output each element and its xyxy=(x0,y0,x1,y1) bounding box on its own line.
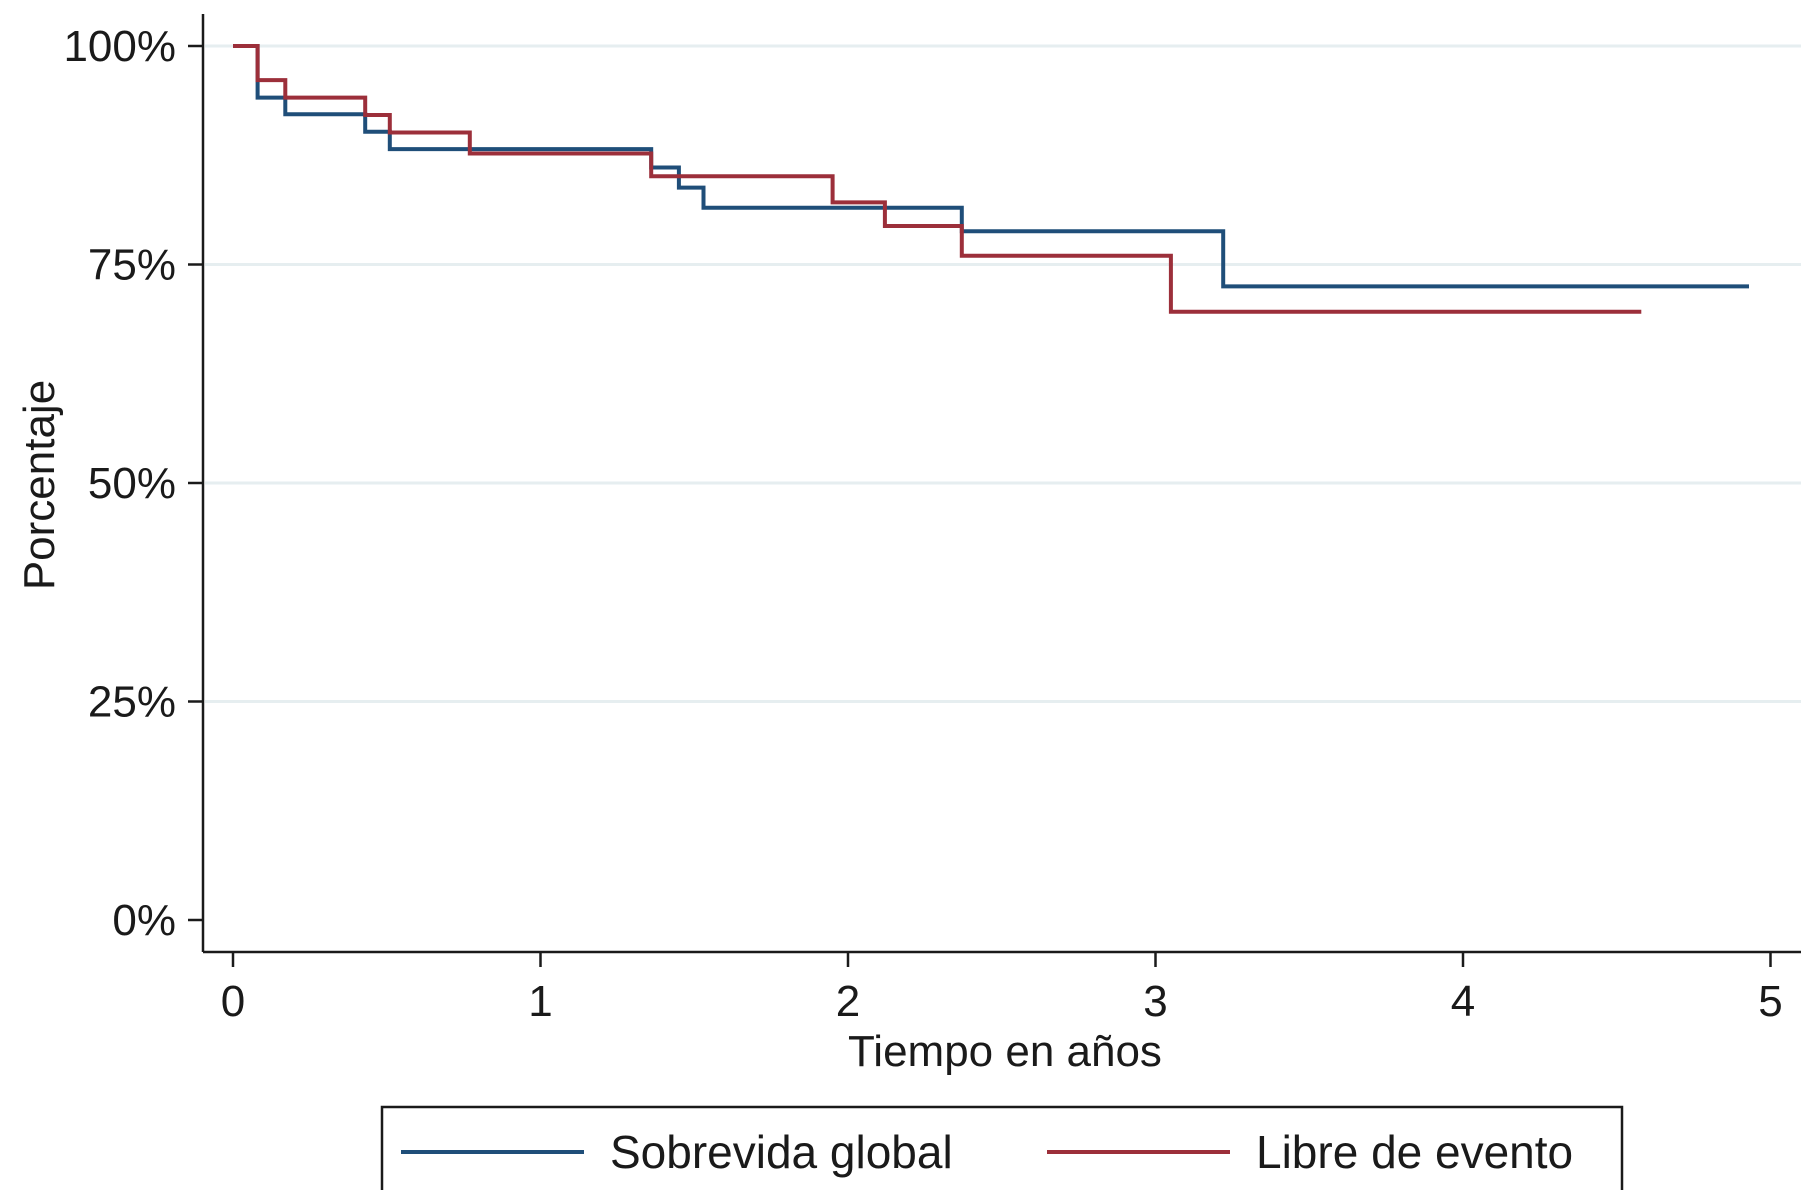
gridlines xyxy=(205,46,1801,702)
x-axis-title: Tiempo en años xyxy=(848,1027,1162,1076)
x-tick-label: 2 xyxy=(836,977,860,1026)
legend-label-sobrevida-global: Sobrevida global xyxy=(610,1126,953,1178)
series-lines xyxy=(233,46,1749,312)
x-ticks: 0 1 2 3 4 5 xyxy=(221,952,1783,1026)
y-axis-title: Porcentaje xyxy=(15,380,64,590)
y-tick-label: 0% xyxy=(112,896,176,945)
x-tick-label: 4 xyxy=(1451,977,1475,1026)
x-tick-label: 0 xyxy=(221,977,245,1026)
series-line-libre-de-evento xyxy=(233,46,1641,312)
legend: Sobrevida global Libre de evento xyxy=(382,1107,1622,1190)
x-tick-label: 5 xyxy=(1758,977,1782,1026)
y-tick-label: 50% xyxy=(88,459,176,508)
y-tick-label: 25% xyxy=(88,678,176,727)
y-tick-label: 100% xyxy=(63,22,176,71)
legend-label-libre-de-evento: Libre de evento xyxy=(1256,1126,1573,1178)
y-tick-label: 75% xyxy=(88,241,176,290)
x-tick-label: 3 xyxy=(1143,977,1167,1026)
series-line-sobrevida-global xyxy=(233,46,1749,286)
y-ticks: 0% 25% 50% 75% 100% xyxy=(63,22,203,945)
x-tick-label: 1 xyxy=(528,977,552,1026)
